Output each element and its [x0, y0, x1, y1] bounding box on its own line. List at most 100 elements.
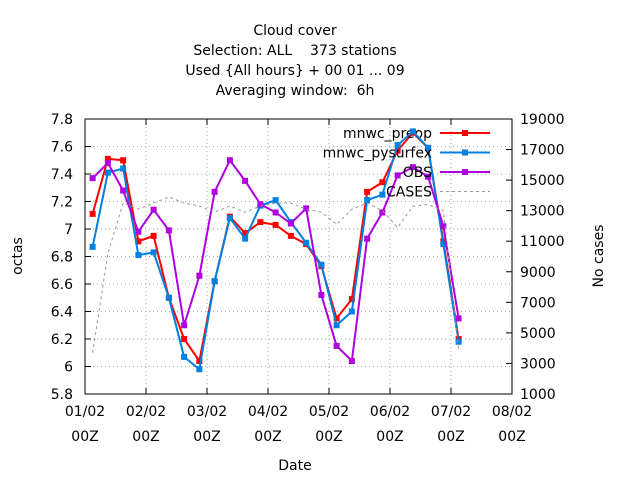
x-tick-label-line: 05/02	[309, 404, 349, 420]
x-tick-label-line: 00Z	[193, 429, 220, 445]
data-point	[318, 261, 325, 268]
legend-label: mnwc_preop	[343, 126, 432, 142]
x-tick-label-line: 06/02	[370, 404, 410, 420]
x-tick-label: 05/02 00Z	[309, 404, 349, 445]
data-point	[150, 206, 157, 213]
data-point	[440, 223, 447, 230]
data-point	[394, 142, 401, 149]
data-point	[120, 165, 127, 172]
data-point	[272, 221, 279, 228]
data-point	[348, 296, 355, 303]
x-tick-label-line: 02/02	[126, 404, 166, 420]
legend-label: OBS	[403, 165, 432, 181]
data-point	[165, 294, 172, 301]
data-point	[104, 169, 111, 176]
y2-axis-label: No cases	[591, 225, 607, 288]
legend-label: mnwc_pysurfex	[323, 146, 432, 162]
data-point	[196, 272, 203, 279]
data-point	[89, 175, 96, 182]
data-point	[303, 239, 310, 246]
y2-tick-label: 3000	[520, 356, 556, 372]
y2-tick-label: 5000	[520, 326, 556, 342]
data-point	[135, 252, 142, 259]
x-tick-label-line: 00Z	[132, 429, 159, 445]
data-point	[287, 232, 294, 239]
data-point	[181, 322, 188, 329]
data-point	[333, 315, 340, 322]
y-tick-label: 7.8	[51, 112, 73, 128]
data-point	[348, 308, 355, 315]
data-point	[242, 230, 249, 237]
y-tick-label: 7.6	[51, 140, 73, 156]
data-point	[242, 235, 249, 242]
y2-tick-label: 17000	[520, 143, 565, 159]
data-point	[272, 197, 279, 204]
data-point	[120, 187, 127, 194]
data-point	[242, 177, 249, 184]
x-tick-label-line: 03/02	[187, 404, 227, 420]
x-tick-label: 01/02 00Z	[65, 404, 105, 445]
legend-label: CASES	[386, 185, 432, 201]
data-point	[287, 220, 294, 227]
chart-subtitle: Averaging window: 6h	[216, 83, 375, 99]
data-point	[165, 227, 172, 234]
y-tick-label: 6.4	[51, 305, 73, 321]
data-point	[333, 342, 340, 349]
series	[89, 157, 462, 364]
data-point	[135, 238, 142, 245]
data-point	[135, 228, 142, 235]
data-point	[226, 157, 233, 164]
y-tick-label: 6.2	[51, 332, 73, 348]
x-tick-label: 07/02 00Z	[431, 404, 471, 445]
x-tick-label: 03/02 00Z	[187, 404, 227, 445]
data-point	[379, 179, 386, 186]
data-point	[150, 232, 157, 239]
y-tick-label: 6.6	[51, 277, 73, 293]
data-point	[303, 205, 310, 212]
y2-tick-label: 9000	[520, 265, 556, 281]
data-point	[196, 358, 203, 364]
x-tick-label: 04/02 00Z	[248, 404, 288, 445]
x-tick-label-line: 01/02	[65, 404, 105, 420]
data-point	[89, 243, 96, 250]
data-point	[104, 160, 111, 166]
y-tick-label: 6.8	[51, 250, 73, 266]
data-point	[150, 249, 157, 256]
data-point	[272, 209, 279, 216]
data-point	[425, 173, 432, 180]
data-point	[364, 197, 371, 204]
y2-tick-label: 7000	[520, 295, 556, 311]
data-point	[211, 188, 218, 195]
legend-marker	[462, 149, 468, 156]
y-tick-label: 5.8	[51, 387, 73, 403]
y-tick-label: 7.2	[51, 195, 73, 211]
y-tick-label: 6	[64, 360, 73, 376]
x-tick-label-line: 08/02	[492, 404, 532, 420]
data-point	[348, 358, 355, 364]
x-tick-label: 06/02 00Z	[370, 404, 410, 445]
x-tick-label: 08/02 00Z	[492, 404, 532, 445]
x-tick-label-line: 00Z	[315, 429, 342, 445]
x-tick-label-line: 07/02	[431, 404, 471, 420]
chart-subtitle: Selection: ALL 373 stations	[193, 43, 396, 59]
data-point	[379, 191, 386, 198]
y-tick-label: 7	[64, 222, 73, 238]
data-point	[364, 188, 371, 195]
x-tick-label: 02/02 00Z	[126, 404, 166, 445]
x-axis-label: Date	[278, 458, 311, 474]
y2-tick-label: 13000	[520, 204, 565, 220]
legend-marker	[462, 169, 468, 175]
legend-marker	[462, 130, 468, 136]
x-tick-label-line: 00Z	[254, 429, 281, 445]
data-point	[120, 157, 127, 164]
y2-tick-label: 19000	[520, 112, 565, 128]
data-point	[333, 322, 340, 329]
y2-tick-label: 1000	[520, 387, 556, 403]
data-point	[455, 338, 462, 345]
data-point	[226, 215, 233, 221]
chart-title: Cloud cover	[253, 23, 337, 39]
data-point	[455, 315, 462, 322]
data-point	[394, 147, 401, 154]
data-point	[425, 144, 432, 151]
